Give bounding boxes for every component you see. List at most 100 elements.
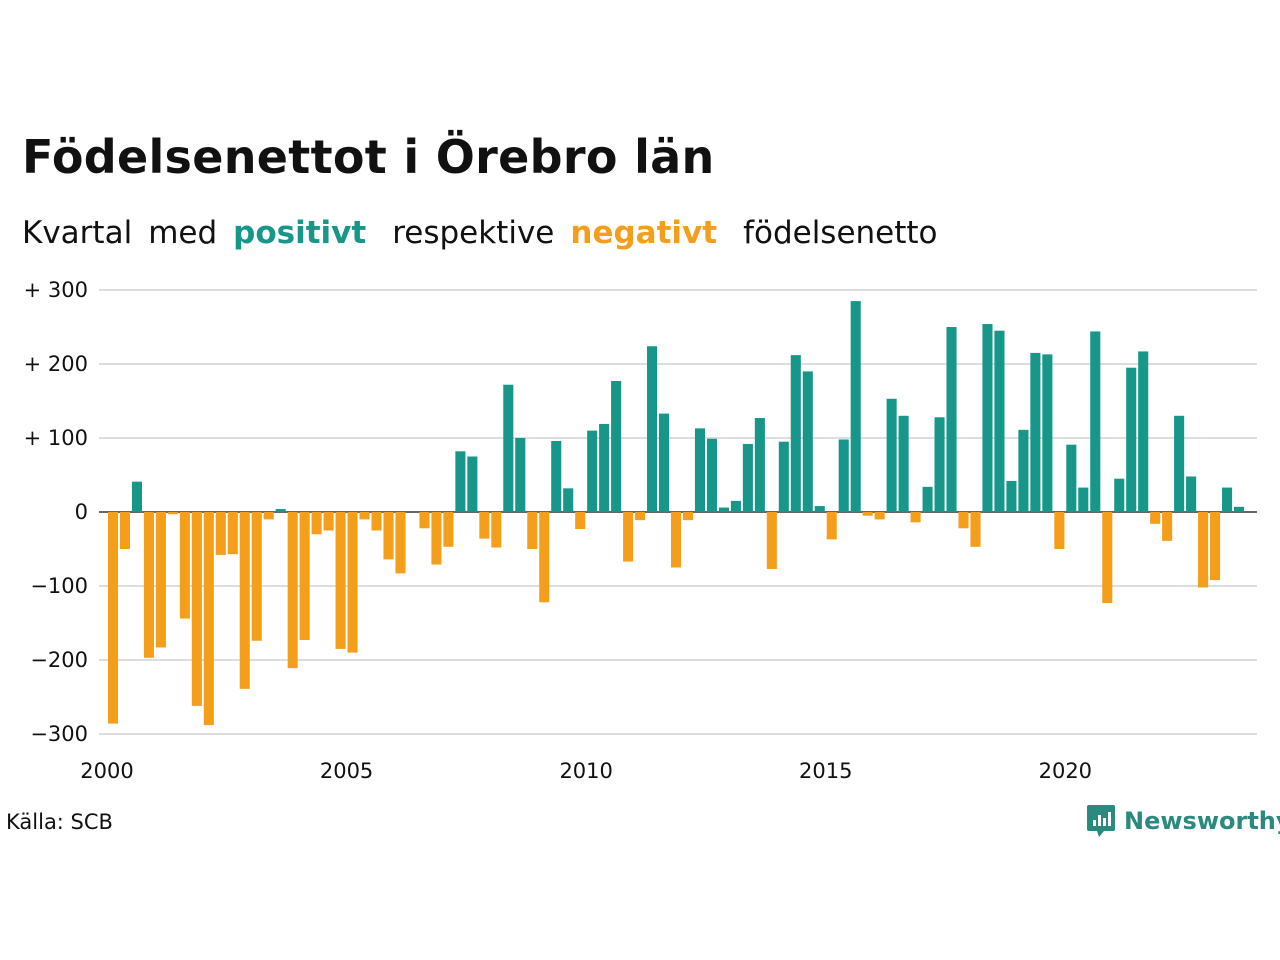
bar-2008-q2 xyxy=(503,384,514,512)
x-tick-label: 2005 xyxy=(320,759,373,783)
bar-2015-q1 xyxy=(826,512,837,540)
bar-2003-q3 xyxy=(275,509,286,512)
bar-2000-q2 xyxy=(119,512,130,549)
bar-2010-q3 xyxy=(611,381,622,512)
bar-2003-q2 xyxy=(263,512,274,520)
bar-2022-q1 xyxy=(1162,512,1173,541)
bar-2009-q4 xyxy=(575,512,586,530)
y-tick-label: −300 xyxy=(30,722,88,746)
bar-2015-q4 xyxy=(862,512,873,516)
bar-2020-q1 xyxy=(1066,444,1077,512)
bar-2022-q4 xyxy=(1198,512,1209,588)
bar-2014-q1 xyxy=(778,441,789,512)
bar-2023-q1 xyxy=(1210,512,1221,581)
bar-2010-q1 xyxy=(587,430,598,512)
bar-2016-q2 xyxy=(886,398,897,512)
bar-2019-q1 xyxy=(1018,429,1029,512)
subtitle-negative: negativt xyxy=(570,215,718,251)
x-tick-label: 2015 xyxy=(799,759,852,783)
bar-2020-q4 xyxy=(1102,512,1113,604)
bar-2007-q3 xyxy=(467,456,478,512)
bar-2016-q1 xyxy=(874,512,885,520)
bar-2011-q3 xyxy=(659,413,670,512)
subtitle-part4: födelsenetto xyxy=(743,215,938,251)
bar-2019-q4 xyxy=(1054,512,1065,549)
bar-chart: + 300 + 200 + 100 0 −100 −200 −300 2000 2005 201… xyxy=(24,278,1257,783)
bar-2006-q4 xyxy=(431,512,442,565)
bar-2012-q2 xyxy=(694,428,705,512)
bar-2003-q4 xyxy=(287,512,298,669)
bar-2023-q2 xyxy=(1222,487,1233,512)
bar-2011-q2 xyxy=(647,346,658,512)
x-tick-label: 2000 xyxy=(80,759,133,783)
subtitle-part2: med xyxy=(148,215,218,251)
bar-2008-q3 xyxy=(515,438,526,512)
y-tick-label: 0 xyxy=(75,500,88,524)
y-tick-label: + 100 xyxy=(24,426,88,450)
bar-2017-q4 xyxy=(958,512,969,529)
bar-2018-q2 xyxy=(982,324,993,512)
bar-2005-q1 xyxy=(347,512,358,653)
bar-2015-q2 xyxy=(838,439,849,512)
bar-2002-q4 xyxy=(239,512,250,689)
newsworthy-logo-icon xyxy=(1087,805,1115,837)
bar-2022-q3 xyxy=(1186,476,1197,512)
bar-2018-q1 xyxy=(970,512,981,547)
bar-2017-q3 xyxy=(946,327,957,512)
bar-2018-q4 xyxy=(1006,480,1017,512)
bar-2007-q2 xyxy=(455,451,466,512)
bar-2009-q2 xyxy=(551,440,562,512)
y-axis-ticks: + 300 + 200 + 100 0 −100 −200 −300 xyxy=(24,278,88,746)
bar-2004-q2 xyxy=(311,512,322,535)
bar-2002-q3 xyxy=(227,512,238,555)
bar-2007-q1 xyxy=(443,512,454,547)
bar-2005-q3 xyxy=(371,512,382,531)
bar-2012-q4 xyxy=(718,507,729,512)
bar-2021-q2 xyxy=(1126,367,1137,512)
bar-2004-q3 xyxy=(323,512,334,531)
bar-2014-q3 xyxy=(802,371,813,512)
x-tick-label: 2020 xyxy=(1039,759,1092,783)
subtitle-part3: respektive xyxy=(392,215,555,251)
bar-2021-q4 xyxy=(1150,512,1161,524)
bar-2005-q2 xyxy=(359,512,370,520)
bar-2001-q4 xyxy=(191,512,202,706)
bar-2008-q4 xyxy=(527,512,538,549)
bar-2012-q1 xyxy=(682,512,694,521)
bar-2017-q2 xyxy=(934,417,945,512)
bar-2000-q4 xyxy=(143,512,154,658)
x-axis-ticks: 2000 2005 2010 2015 2020 xyxy=(80,759,1092,783)
bar-2011-q1 xyxy=(635,512,646,521)
bar-2009-q3 xyxy=(563,488,574,512)
bar-2010-q4 xyxy=(623,512,634,562)
y-tick-label: −200 xyxy=(30,648,88,672)
bar-2000-q3 xyxy=(131,481,142,512)
chart-subtitle: Kvartal med positivt respektive negativt föde… xyxy=(22,215,954,251)
bar-2002-q2 xyxy=(215,512,226,555)
bar-2006-q1 xyxy=(395,512,406,574)
subtitle-part1: Kvartal xyxy=(22,215,133,251)
bar-2015-q3 xyxy=(850,301,861,512)
bar-2016-q3 xyxy=(898,415,909,512)
bar-2013-q3 xyxy=(754,418,765,512)
bar-2021-q3 xyxy=(1138,351,1149,512)
bar-2005-q4 xyxy=(383,512,394,560)
bar-2021-q1 xyxy=(1114,478,1125,512)
bar-2016-q4 xyxy=(910,512,921,523)
bar-2001-q1 xyxy=(155,512,166,648)
brand-logo: Newsworthy xyxy=(1086,803,1280,839)
subtitle-positive: positivt xyxy=(233,215,367,251)
y-tick-label: −100 xyxy=(30,574,88,598)
bar-2014-q4 xyxy=(814,506,825,512)
bar-2013-q2 xyxy=(742,443,753,512)
bar-2007-q4 xyxy=(479,512,490,539)
chart-title: Födelsenettot i Örebro län xyxy=(22,130,715,184)
bar-2017-q1 xyxy=(922,486,933,512)
bar-2011-q4 xyxy=(670,512,682,568)
bar-2006-q3 xyxy=(419,512,430,529)
bar-2002-q1 xyxy=(203,512,214,726)
bar-2022-q2 xyxy=(1174,415,1185,512)
bar-2012-q3 xyxy=(706,438,717,512)
bar-2008-q1 xyxy=(491,512,502,548)
bar-2020-q3 xyxy=(1090,331,1101,512)
